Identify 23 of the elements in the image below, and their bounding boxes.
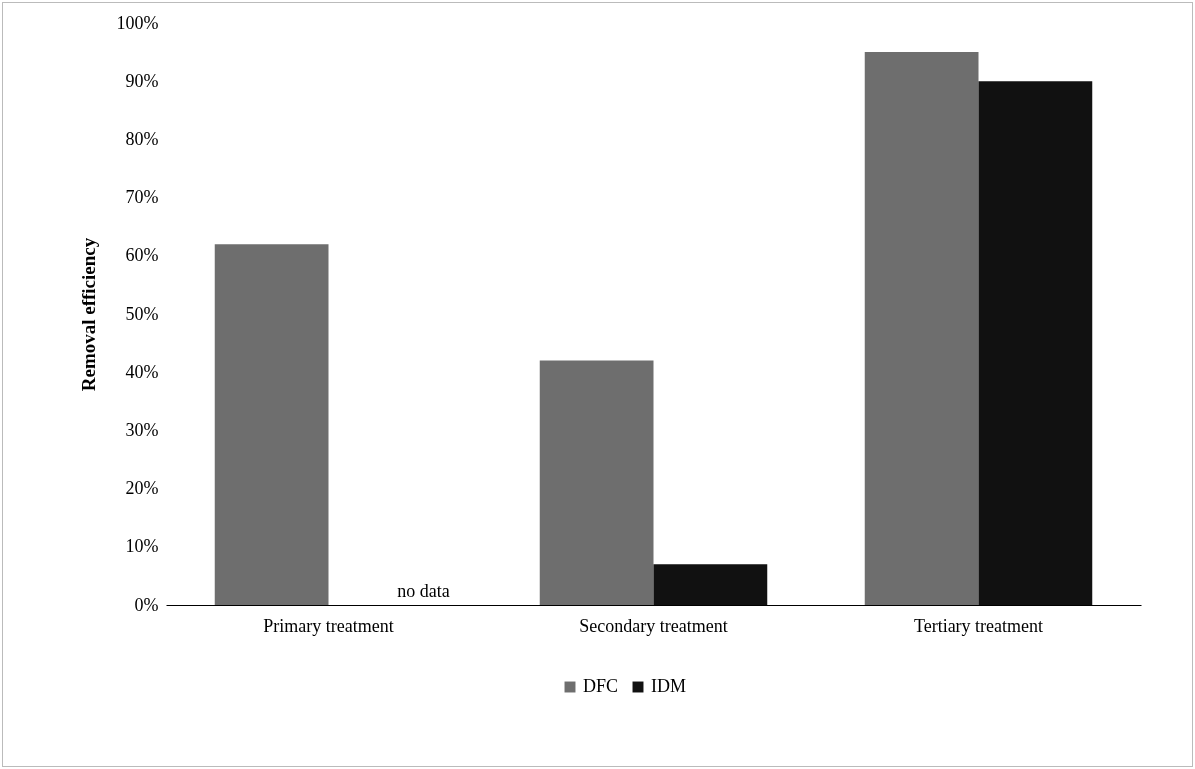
bar	[214, 244, 329, 605]
x-tick-label: Secondary treatment	[579, 615, 728, 636]
legend-label: DFC	[583, 676, 619, 696]
x-tick-label: Tertiary treatment	[913, 615, 1044, 636]
y-tick-label: 70%	[125, 187, 159, 208]
y-tick-label: 20%	[125, 478, 159, 499]
bar	[539, 360, 654, 605]
y-axis-title: Removal efficiency	[77, 237, 99, 392]
y-tick-label: 50%	[125, 303, 159, 324]
x-tick-label: Primary treatment	[263, 615, 394, 636]
y-tick-label: 0%	[134, 594, 159, 615]
y-tick-label: 90%	[125, 70, 159, 91]
y-tick-label: 40%	[125, 361, 159, 382]
y-tick-label: 100%	[116, 12, 159, 33]
bar	[864, 52, 979, 605]
y-tick-label: 30%	[125, 419, 159, 440]
annotation: no data	[397, 581, 450, 601]
y-tick-label: 10%	[125, 536, 159, 557]
y-tick-label: 60%	[125, 245, 159, 266]
y-tick-label: 80%	[125, 128, 159, 149]
bar	[653, 564, 768, 605]
bar	[978, 81, 1093, 605]
legend-label: IDM	[651, 676, 686, 696]
